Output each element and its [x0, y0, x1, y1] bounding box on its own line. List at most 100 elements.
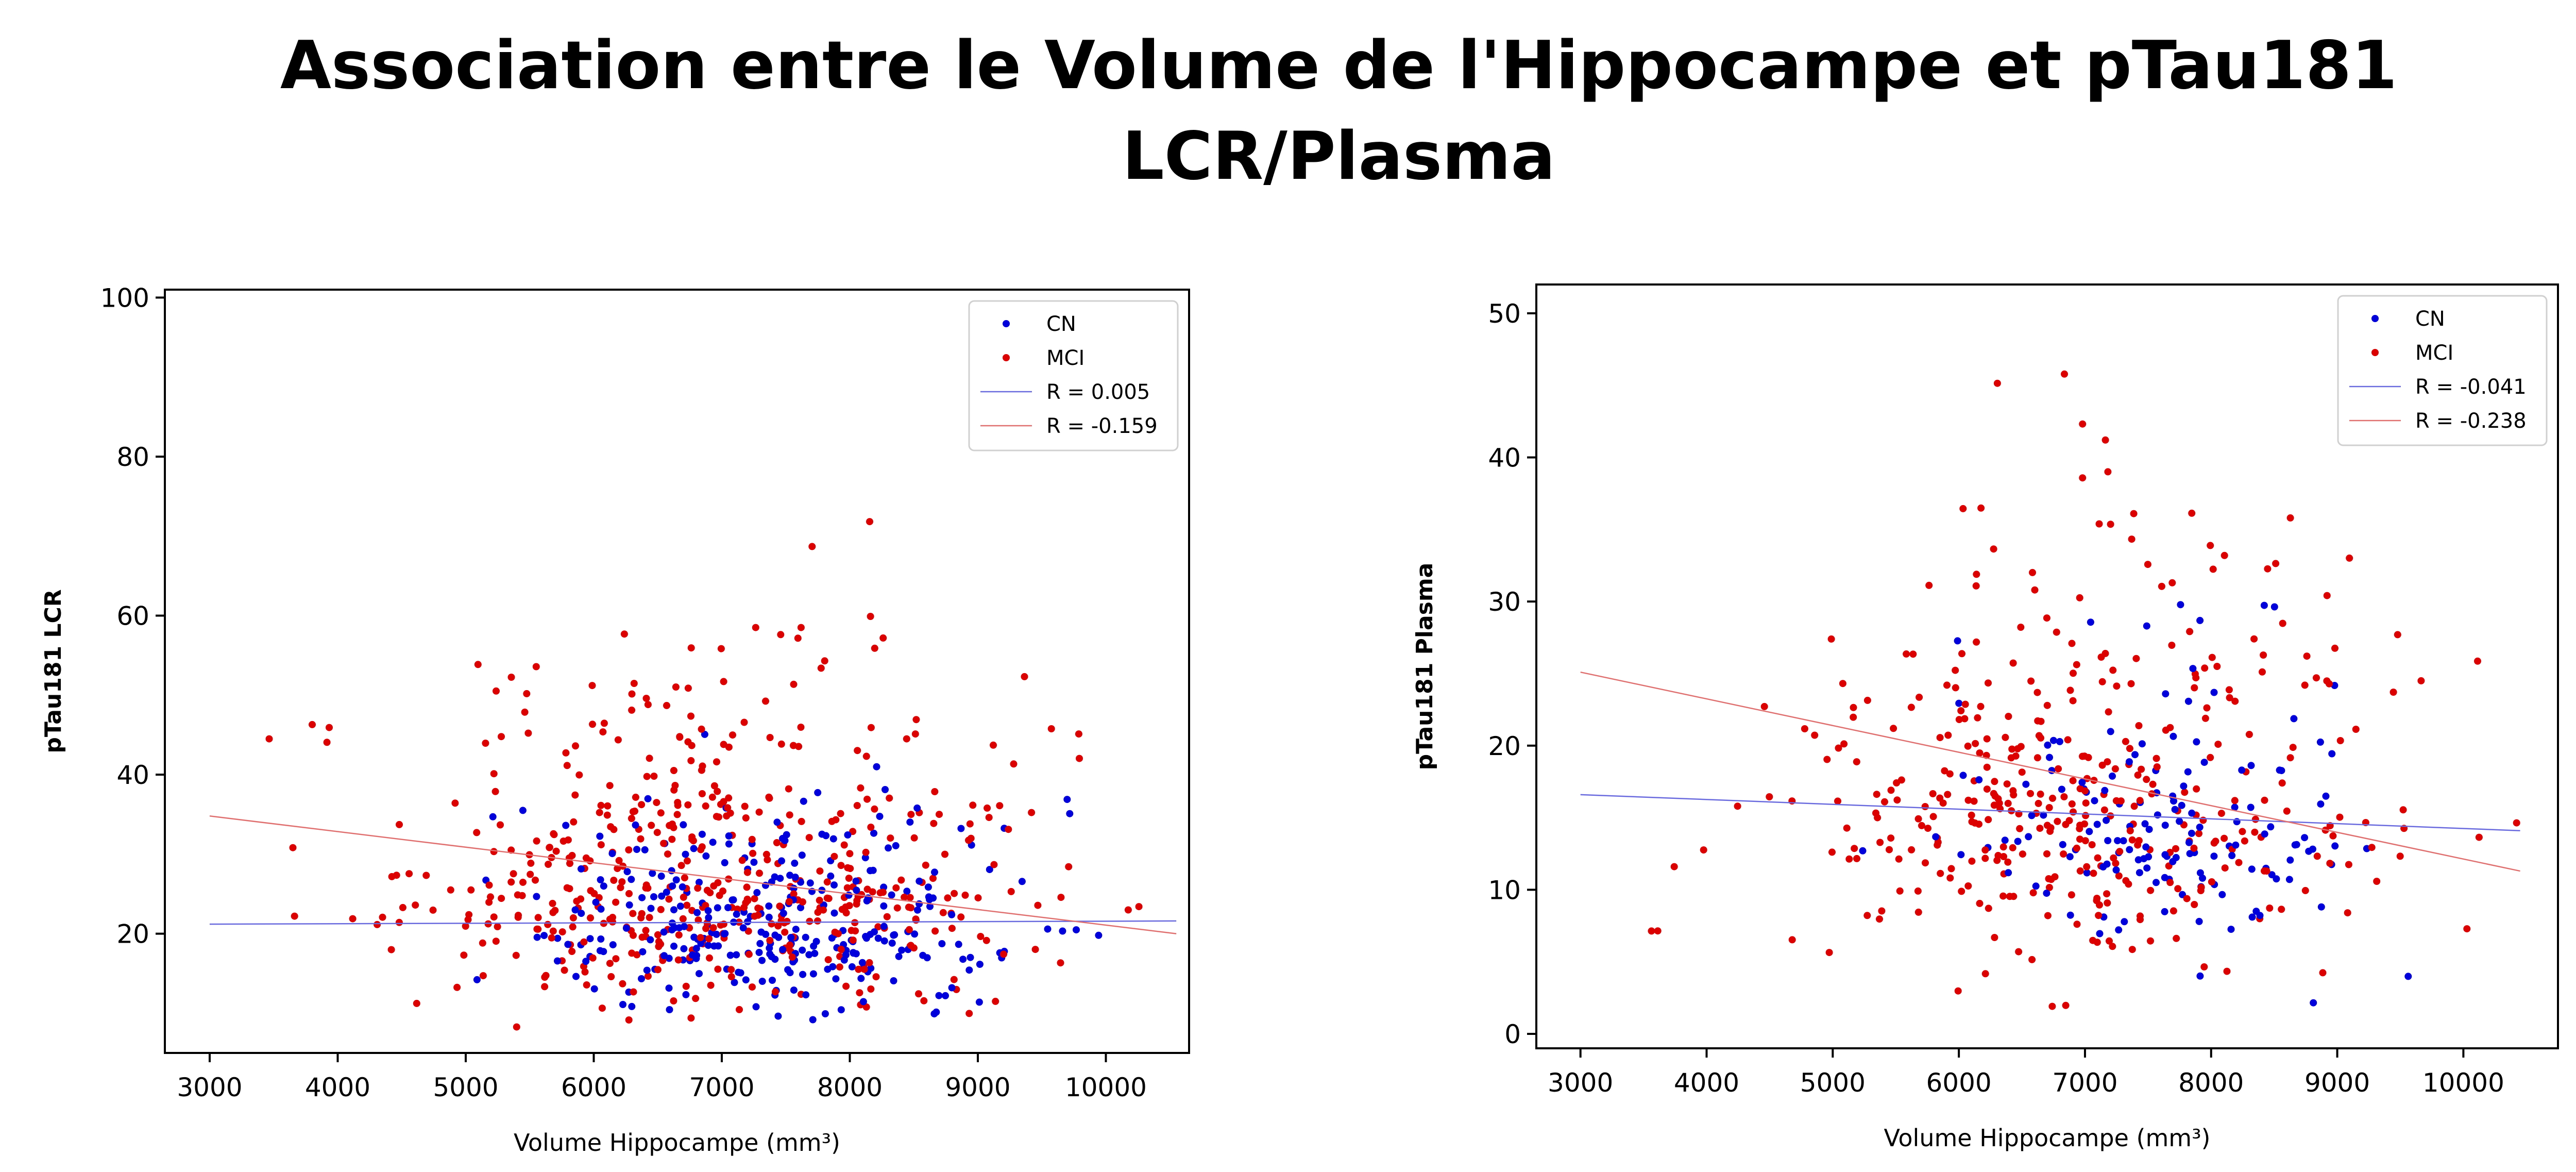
x-tick-label: 3000 [1548, 1068, 1613, 1098]
x-tick-label: 4000 [305, 1073, 370, 1102]
legend: CN MCI R = -0.041 R = -0.238 [2337, 295, 2548, 446]
point-cn [554, 934, 562, 942]
point-cn [2199, 874, 2206, 882]
point-cn [892, 842, 900, 849]
point-cn [765, 913, 773, 921]
point-mci [834, 930, 842, 937]
point-mci [1981, 846, 1989, 854]
point-mci [2093, 939, 2101, 946]
point-mci [1957, 707, 1965, 714]
point-mci [1958, 888, 1965, 895]
point-mci [2070, 808, 2077, 816]
point-mci [2130, 802, 2138, 810]
point-mci [969, 801, 977, 809]
point-mci [2122, 877, 2130, 884]
point-mci [985, 814, 993, 822]
point-cn [842, 951, 850, 959]
point-cn [725, 840, 733, 848]
point-mci [653, 799, 660, 807]
legend-label: R = -0.041 [2415, 375, 2527, 399]
point-mci [720, 741, 727, 748]
point-mci [2045, 804, 2053, 811]
point-cn [2103, 860, 2111, 868]
point-mci [549, 909, 557, 916]
point-mci [957, 913, 965, 921]
point-cn [800, 797, 807, 805]
point-mci [745, 950, 753, 958]
point-mci [2054, 817, 2061, 825]
point-mci [265, 735, 273, 743]
point-mci [349, 915, 357, 923]
point-cn [672, 876, 680, 884]
point-cn [776, 875, 784, 882]
point-cn [660, 928, 668, 936]
point-mci [687, 644, 695, 652]
point-mci [866, 959, 873, 966]
point-mci [862, 848, 870, 856]
point-cn [882, 786, 889, 793]
point-mci [867, 824, 875, 831]
legend-label: CN [2415, 307, 2445, 331]
point-mci [2399, 806, 2407, 814]
point-mci [931, 788, 939, 795]
point-mci [2168, 642, 2176, 649]
point-mci [836, 963, 843, 971]
point-mci [2235, 859, 2243, 866]
point-mci [675, 931, 683, 939]
point-mci [688, 742, 696, 749]
point-cn [2238, 766, 2246, 774]
point-mci [1887, 834, 1895, 842]
point-cn [2180, 782, 2188, 790]
point-mci [670, 997, 677, 1004]
point-cn [769, 977, 776, 984]
point-cn [669, 882, 676, 890]
point-mci [2066, 687, 2074, 694]
point-mci [2002, 733, 2009, 741]
point-cn [911, 930, 919, 938]
point-mci [583, 981, 590, 989]
point-mci [646, 914, 653, 922]
point-cn [2261, 830, 2268, 838]
point-cn [2317, 800, 2325, 808]
point-mci [961, 891, 969, 899]
point-mci [2173, 934, 2180, 942]
point-mci [1850, 713, 1857, 721]
point-mci [630, 680, 638, 687]
point-mci [657, 906, 665, 913]
y-tick-label: 10 [1488, 875, 1521, 905]
point-mci [563, 762, 571, 769]
point-mci [2144, 561, 2151, 568]
point-cn [755, 949, 763, 956]
point-mci [2073, 920, 2081, 928]
point-mci [892, 884, 900, 892]
point-cn [693, 909, 701, 916]
point-mci [1914, 815, 1922, 823]
point-mci [498, 895, 505, 902]
point-cn [554, 957, 561, 965]
point-mci [1914, 887, 1922, 895]
point-cn [2161, 851, 2169, 859]
point-cn [2161, 874, 2168, 881]
point-cn [2189, 665, 2197, 673]
point-mci [2010, 791, 2018, 799]
point-mci [2061, 370, 2068, 378]
point-mci [817, 664, 825, 672]
point-cn [742, 976, 750, 984]
point-mci [484, 920, 492, 928]
point-mci [1946, 770, 1954, 778]
point-cn [1063, 796, 1071, 803]
point-cn [757, 928, 765, 936]
point-cn [2322, 792, 2330, 800]
point-mci [743, 868, 751, 876]
point-cn [935, 992, 943, 999]
point-mci [2301, 886, 2309, 894]
point-mci [2313, 674, 2320, 682]
x-tick-label: 4000 [1674, 1068, 1739, 1098]
point-cn [888, 891, 895, 899]
point-mci [862, 1003, 870, 1011]
point-mci [766, 936, 774, 944]
point-mci [527, 870, 534, 878]
point-mci [2045, 884, 2053, 891]
